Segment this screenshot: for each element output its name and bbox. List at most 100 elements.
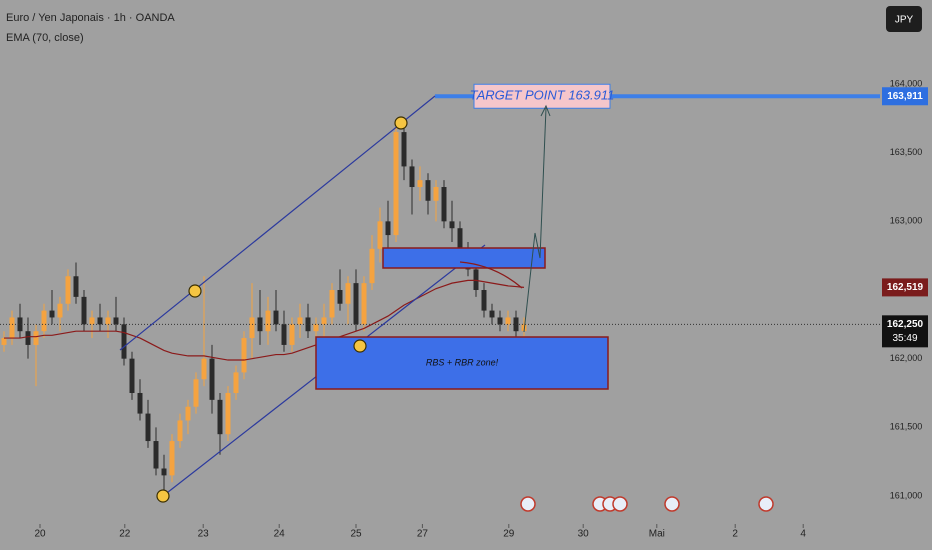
candle-body: [161, 468, 167, 476]
candle-body: [249, 317, 255, 339]
candle-body: [145, 413, 151, 442]
pivot: [156, 489, 170, 503]
candle-body: [129, 358, 135, 393]
target-text: TARGET POINT 163.911: [470, 88, 615, 103]
candle-body: [401, 132, 407, 167]
candle-body: [305, 317, 311, 332]
drawings: RBS + RBR zone!: [119, 95, 774, 512]
candle-body: [289, 324, 295, 345]
candle-body: [265, 310, 271, 332]
candle-body: [73, 276, 79, 297]
ema-line: [4, 279, 525, 361]
chart-title: Euro / Yen Japonais · 1h · OANDA: [6, 12, 175, 24]
y-tick-label: 163,000: [890, 216, 923, 226]
candle-body: [121, 324, 127, 359]
candle-body: [441, 187, 447, 222]
currency-button[interactable]: [886, 6, 922, 32]
candle-body: [361, 283, 367, 325]
price-tag-label: 162,250: [887, 319, 924, 330]
x-tick-label: 25: [350, 529, 362, 540]
candle-body: [1, 338, 7, 345]
candle-body: [353, 283, 359, 325]
candle-body: [17, 317, 23, 332]
candle-body: [9, 317, 15, 339]
candle-body: [433, 187, 439, 201]
candle-body: [241, 338, 247, 373]
currency-button-label[interactable]: JPY: [895, 15, 914, 26]
candle-body: [489, 310, 495, 318]
plot: TARGET POINT 163.911: [0, 83, 880, 499]
event-icon[interactable]: [664, 496, 680, 512]
candle-body: [393, 132, 399, 236]
candle-body: [217, 399, 223, 435]
candle-body: [273, 310, 279, 325]
candle-body: [329, 290, 335, 318]
event-icon[interactable]: [758, 496, 774, 512]
countdown: 35:49: [892, 333, 917, 344]
event-icon[interactable]: [520, 496, 536, 512]
x-tick-label: 4: [800, 529, 806, 540]
y-tick-label: 162,000: [890, 353, 923, 363]
target-box: [473, 83, 611, 109]
candle-body: [321, 317, 327, 325]
candle-body: [481, 290, 487, 311]
candle-body: [25, 331, 31, 345]
candle-body: [337, 290, 343, 304]
candle-body: [49, 310, 55, 318]
pivot: [353, 339, 367, 353]
candle-body: [33, 331, 39, 345]
zone-upper: [382, 247, 546, 269]
candle-body: [97, 317, 103, 325]
candle-body: [201, 358, 207, 380]
x-tick-label: 24: [274, 529, 286, 540]
candle-body: [473, 269, 479, 291]
candle-body: [505, 317, 511, 325]
price-tag-label: 162,519: [887, 282, 924, 293]
candle-body: [281, 324, 287, 345]
candle-body: [153, 441, 159, 469]
candle-body: [41, 310, 47, 332]
candle-body: [89, 317, 95, 325]
candle-body: [369, 248, 375, 284]
axes: 164,000 163,500 163,000 162,000 161,500 161,0…: [34, 78, 928, 540]
x-tick-label: 30: [578, 529, 590, 540]
candle-body: [169, 441, 175, 476]
candle-body: [225, 392, 231, 435]
arrow-head: [540, 104, 551, 117]
projection-arrow: [523, 107, 547, 333]
zone-label: RBS + RBR zone!: [426, 357, 499, 367]
x-tick-label: Mai: [649, 529, 665, 540]
candle-body: [57, 303, 63, 318]
candle-body: [113, 317, 119, 325]
candle-body: [185, 406, 191, 421]
price-tag: [882, 315, 928, 348]
candle-body: [297, 317, 303, 325]
x-tick-label: 20: [34, 529, 46, 540]
candle-body: [257, 317, 263, 332]
candle-body: [177, 420, 183, 442]
candle-body: [425, 180, 431, 201]
candle-body: [105, 317, 111, 325]
x-tick-label: 2: [732, 529, 738, 540]
candle-body: [313, 324, 319, 332]
candle-body: [457, 228, 463, 249]
y-tick-label: 161,500: [890, 422, 923, 432]
event-icon[interactable]: [612, 496, 628, 512]
price-tag: [882, 278, 928, 297]
price-tag-label: 163,911: [887, 91, 923, 102]
candle-body: [385, 221, 391, 236]
indicator-label: EMA (70, close): [6, 32, 84, 44]
y-tick-label: 161,000: [890, 490, 923, 500]
candle-body: [81, 296, 87, 325]
pivot: [188, 284, 202, 298]
channel-upper: [119, 95, 436, 351]
candle-body: [345, 283, 351, 304]
candle-body: [233, 372, 239, 393]
x-tick-label: 29: [503, 529, 515, 540]
candle-body: [449, 221, 455, 229]
candle-body: [65, 276, 71, 304]
price-tag: [882, 87, 928, 106]
